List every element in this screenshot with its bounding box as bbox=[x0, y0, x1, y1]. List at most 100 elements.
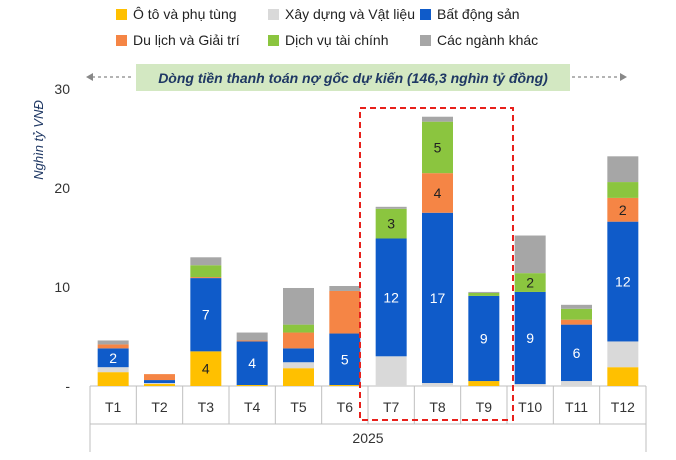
bar-segment bbox=[236, 385, 268, 386]
data-label: 12 bbox=[615, 274, 631, 290]
banner-arrow-left bbox=[86, 73, 93, 81]
data-label: 2 bbox=[619, 202, 627, 218]
bar-segment bbox=[607, 367, 639, 386]
x-tick-label: T3 bbox=[198, 399, 215, 415]
legend-item-tourism: Du lịch và Giải trí bbox=[116, 32, 240, 48]
legend-label-other: Các ngành khác bbox=[437, 32, 539, 48]
bar-segment bbox=[607, 221, 639, 342]
bar-segment bbox=[375, 238, 407, 357]
bar-segment bbox=[514, 291, 546, 385]
x-tick-label: T11 bbox=[565, 399, 588, 415]
bar-segment bbox=[329, 286, 361, 291]
bar-segment bbox=[97, 367, 129, 373]
x-tick-label: T10 bbox=[518, 399, 542, 415]
bar-segment bbox=[236, 332, 268, 341]
bar-segment bbox=[607, 197, 639, 222]
data-label: 2 bbox=[109, 350, 117, 366]
bar-segment bbox=[144, 374, 175, 381]
data-label: 4 bbox=[202, 361, 210, 377]
data-label: 17 bbox=[430, 290, 446, 306]
data-label: 7 bbox=[202, 307, 210, 323]
bar-segment bbox=[236, 340, 268, 342]
bar-segment bbox=[190, 351, 222, 386]
bar-segment bbox=[144, 380, 175, 384]
bar-segment bbox=[329, 333, 361, 386]
bar-segment bbox=[468, 381, 500, 386]
data-label: 6 bbox=[573, 345, 581, 361]
bar-segment bbox=[283, 368, 314, 386]
data-label: 4 bbox=[248, 355, 256, 371]
bar-segment bbox=[561, 319, 592, 325]
legend-item-other: Các ngành khác bbox=[420, 32, 538, 48]
x-group-label: 2025 bbox=[352, 430, 383, 446]
bar-segment bbox=[236, 341, 268, 386]
bar-segment bbox=[422, 116, 453, 122]
bar-segment bbox=[422, 212, 453, 384]
x-tick-label: T5 bbox=[290, 399, 307, 415]
legend-label-real-estate: Bất động sản bbox=[437, 6, 520, 22]
data-label: 9 bbox=[480, 330, 488, 346]
bar-segment bbox=[283, 332, 314, 349]
bar-segment bbox=[514, 384, 546, 386]
bar-segment bbox=[375, 208, 407, 239]
bar-segment bbox=[607, 156, 639, 183]
banner-box bbox=[136, 64, 570, 91]
data-label: 3 bbox=[387, 216, 395, 232]
bar-segment bbox=[283, 348, 314, 363]
bar-segment bbox=[329, 290, 361, 334]
highlight-box bbox=[359, 107, 514, 421]
bar-segment bbox=[375, 206, 407, 209]
bar-segment bbox=[607, 182, 639, 198]
legend-item-auto: Ô tô và phụ tùng bbox=[116, 6, 237, 22]
legend-swatch-financial bbox=[268, 34, 279, 46]
bar-segment bbox=[190, 278, 222, 352]
bar-segment bbox=[144, 384, 175, 386]
x-tick-label: T12 bbox=[611, 399, 635, 415]
legend-swatch-auto bbox=[116, 8, 127, 20]
x-tick-label: T6 bbox=[337, 399, 354, 415]
y-axis-title: Nghìn tỷ VNĐ bbox=[31, 100, 46, 180]
data-label: 12 bbox=[383, 289, 399, 305]
bar-segment bbox=[97, 344, 129, 349]
y-tick-label: 20 bbox=[54, 180, 70, 196]
bar-segment bbox=[561, 304, 592, 309]
bar-segment bbox=[190, 257, 222, 266]
data-label: 2 bbox=[526, 275, 534, 291]
x-tick-label: T9 bbox=[476, 399, 493, 415]
bar-segment bbox=[190, 265, 222, 278]
bar-segment bbox=[190, 277, 222, 279]
bar-segment bbox=[468, 292, 500, 296]
bar-segment bbox=[97, 348, 129, 368]
x-tick-label: T7 bbox=[383, 399, 400, 415]
legend-swatch-tourism bbox=[116, 34, 127, 46]
legend-swatch-real-estate bbox=[420, 8, 431, 20]
bar-segment bbox=[468, 291, 500, 293]
bar-segment bbox=[422, 121, 453, 174]
bar-segment bbox=[468, 295, 500, 382]
y-tick-label: 10 bbox=[54, 279, 70, 295]
bar-segment bbox=[514, 235, 546, 274]
legend-item-construction: Xây dựng và Vật liệu bbox=[268, 6, 415, 22]
bar-segment bbox=[283, 287, 314, 325]
legend-label-financial: Dịch vụ tài chính bbox=[285, 32, 389, 48]
bar-segment bbox=[97, 340, 129, 345]
bar-segment bbox=[283, 362, 314, 369]
x-tick-label: T4 bbox=[244, 399, 261, 415]
y-tick-label: - bbox=[65, 378, 70, 394]
x-tick-label: T8 bbox=[429, 399, 446, 415]
legend-label-tourism: Du lịch và Giải trí bbox=[133, 32, 240, 48]
bar-segment bbox=[514, 273, 546, 292]
x-tick-label: T2 bbox=[151, 399, 168, 415]
bar-segment bbox=[561, 381, 592, 386]
bar-segment bbox=[422, 173, 453, 213]
data-label: 4 bbox=[434, 185, 442, 201]
banner-arrow-right bbox=[620, 73, 627, 81]
legend-swatch-other bbox=[420, 34, 431, 46]
legend-label-construction: Xây dựng và Vật liệu bbox=[285, 6, 416, 22]
bar-segment bbox=[422, 383, 453, 386]
bar-segment bbox=[375, 356, 407, 386]
banner-text: Dòng tiền thanh toán nợ gốc dự kiến (146… bbox=[158, 70, 548, 86]
legend-item-real-estate: Bất động sản bbox=[420, 6, 520, 22]
